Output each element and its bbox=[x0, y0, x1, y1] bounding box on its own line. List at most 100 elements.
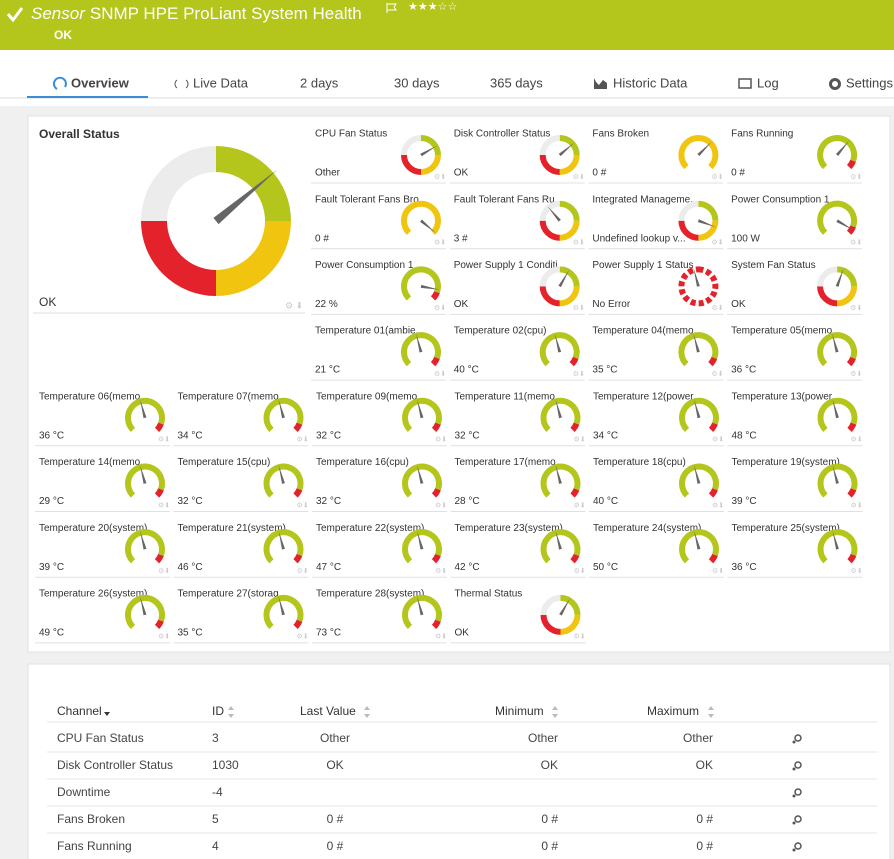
channel-settings[interactable] bbox=[794, 842, 802, 850]
gauge-arc bbox=[708, 488, 718, 498]
gauge-needle bbox=[697, 141, 712, 157]
tab-icon bbox=[829, 78, 841, 90]
tile-value: 0 # bbox=[731, 168, 745, 179]
gauge-needle bbox=[555, 465, 562, 484]
gauge-arc bbox=[141, 220, 217, 296]
tile-value: 28 °C bbox=[455, 496, 480, 507]
tile-value: 39 °C bbox=[39, 562, 64, 573]
gauge-arc bbox=[559, 200, 580, 221]
tile-value: 73 °C bbox=[316, 628, 341, 639]
tile-icons: ⚙⬇ bbox=[712, 436, 724, 444]
channel-settings[interactable] bbox=[794, 815, 802, 823]
cell: Fans Broken bbox=[57, 812, 125, 826]
tile-icons: ⚙⬇ bbox=[573, 239, 585, 247]
channel-settings[interactable] bbox=[794, 788, 802, 796]
gauge-arc bbox=[560, 594, 581, 616]
gauge-arc bbox=[401, 332, 441, 367]
gauge-arc bbox=[430, 356, 440, 367]
channel-settings[interactable] bbox=[792, 740, 796, 744]
flag-icon[interactable] bbox=[386, 3, 397, 13]
table-panel bbox=[27, 663, 891, 859]
gauge-arc bbox=[847, 488, 857, 498]
tile-name: Power Consumption 1 ... bbox=[315, 260, 425, 271]
gauge-needle bbox=[697, 219, 717, 228]
cell: 5 bbox=[212, 812, 219, 826]
gauge-arc bbox=[817, 135, 858, 170]
gauge-needle bbox=[694, 465, 701, 484]
gauge-arc bbox=[154, 619, 164, 630]
tile-icons: ⚙⬇ bbox=[435, 567, 447, 575]
tile-value: Undefined lookup v... bbox=[592, 233, 685, 244]
gauge-arc bbox=[420, 135, 441, 156]
tab[interactable]: Overview bbox=[71, 75, 130, 90]
channel-settings[interactable] bbox=[792, 767, 796, 771]
tab[interactable]: Live Data bbox=[193, 75, 249, 90]
column-header[interactable]: Minimum bbox=[495, 704, 544, 718]
header-name: SNMP HPE ProLiant System Health bbox=[90, 4, 362, 23]
tile-icons: ⚙⬇ bbox=[297, 501, 309, 509]
channel-settings[interactable] bbox=[794, 734, 802, 742]
tile-name: CPU Fan Status bbox=[315, 129, 387, 140]
column-header[interactable]: Last Value bbox=[300, 704, 356, 718]
tile-value: 34 °C bbox=[593, 430, 618, 441]
tile-value: OK bbox=[454, 168, 469, 179]
channel-settings[interactable] bbox=[794, 761, 802, 769]
tile-name: Temperature 28(system) bbox=[316, 589, 424, 600]
gauge-arc bbox=[125, 529, 165, 564]
channel-settings[interactable] bbox=[792, 821, 796, 825]
gauge-needle bbox=[213, 169, 278, 225]
tile-value: 34 °C bbox=[178, 430, 203, 441]
channel-settings[interactable] bbox=[792, 794, 796, 798]
gauge-panel bbox=[27, 115, 891, 653]
tile-value: 100 W bbox=[731, 233, 760, 244]
gauge-needle bbox=[278, 399, 285, 419]
cell: Fans Running bbox=[57, 839, 132, 853]
gauge-needle bbox=[832, 399, 839, 419]
tab[interactable]: 30 days bbox=[394, 75, 440, 90]
column-header[interactable]: ID bbox=[212, 704, 224, 718]
gauge-needle bbox=[547, 206, 561, 222]
tab-icon bbox=[174, 79, 189, 89]
tile-value: Other bbox=[315, 168, 341, 179]
tile-icons: ⚙⬇ bbox=[574, 567, 586, 575]
tile-icons: ⚙⬇ bbox=[158, 501, 170, 509]
cell: 4 bbox=[212, 839, 219, 853]
tab-icon bbox=[738, 78, 752, 89]
gauge-needle bbox=[693, 333, 700, 353]
gauge-arc bbox=[154, 422, 164, 432]
tile-icons: ⚙⬇ bbox=[851, 436, 863, 444]
gauge-needle bbox=[417, 596, 424, 616]
gauge-arc bbox=[817, 332, 858, 367]
tile-icons: ⚙⬇ bbox=[850, 239, 862, 247]
stars[interactable]: ★★★☆☆ bbox=[408, 1, 457, 13]
gauge-needle bbox=[693, 268, 700, 287]
tile-value: 36 °C bbox=[39, 430, 64, 441]
gauge-arc bbox=[846, 159, 856, 170]
gauge-arc bbox=[540, 614, 561, 635]
cell: 0 # bbox=[327, 812, 344, 826]
gauge-arc bbox=[679, 397, 719, 432]
tile-value: 22 % bbox=[315, 299, 338, 310]
tile-icons: ⚙⬇ bbox=[573, 370, 585, 378]
tile-name: Temperature 17(memo... bbox=[455, 457, 565, 468]
column-header[interactable]: Channel bbox=[57, 704, 102, 718]
tab[interactable]: Historic Data bbox=[613, 75, 688, 90]
gauge-needle bbox=[554, 333, 562, 353]
column-header[interactable]: Maximum bbox=[647, 704, 699, 718]
gauge-arc bbox=[678, 135, 719, 170]
gauge-arc bbox=[263, 529, 304, 564]
gauge-arc bbox=[708, 553, 718, 564]
tab[interactable]: Log bbox=[757, 75, 779, 90]
tab[interactable]: Settings bbox=[846, 75, 893, 90]
tile-icons: ⚙⬇ bbox=[158, 436, 170, 444]
gauge-arc bbox=[539, 154, 560, 175]
gauge-arc bbox=[293, 619, 303, 630]
gauge-arc bbox=[678, 200, 699, 221]
tab[interactable]: 2 days bbox=[300, 75, 339, 90]
channel-settings[interactable] bbox=[792, 848, 796, 852]
tile-icons: ⚙⬇ bbox=[434, 304, 446, 312]
gauge-arc bbox=[836, 286, 858, 307]
tab[interactable]: 365 days bbox=[490, 75, 543, 90]
tile-icons: ⚙⬇ bbox=[573, 173, 585, 181]
gauge-needle bbox=[417, 465, 424, 484]
